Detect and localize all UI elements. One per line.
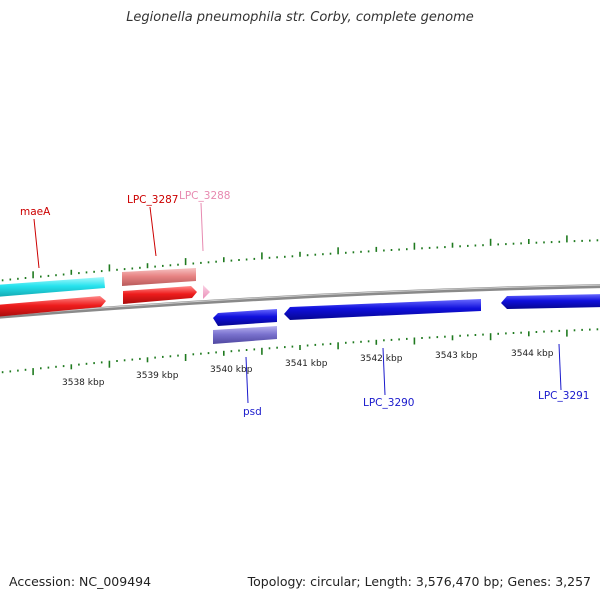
gene-LPC_3288-arrow[interactable]	[203, 285, 210, 299]
psd-callout-line	[245, 356, 249, 404]
LPC_3291-callout-line	[558, 343, 562, 391]
kbp-label-3544: 3544 kbp	[511, 349, 554, 359]
gene-label-LPC_3288[interactable]: LPC_3288	[179, 190, 231, 202]
inner-tick-row	[1, 328, 599, 376]
cyan-feature-track[interactable]	[0, 277, 105, 297]
gene-label-psd[interactable]: psd	[243, 406, 262, 418]
genome-summary: Topology: circular; Length: 3,576,470 bp…	[247, 574, 591, 589]
kbp-label-3543: 3543 kbp	[435, 351, 478, 361]
gene-label-LPC_3290[interactable]: LPC_3290	[363, 397, 415, 409]
LPC_3287-callout-line	[149, 206, 157, 257]
LPC_3290-callout-line	[382, 347, 386, 396]
gene-callouts	[33, 202, 562, 404]
gene-label-LPC_3291[interactable]: LPC_3291	[538, 390, 590, 402]
kbp-label-3540: 3540 kbp	[210, 365, 253, 375]
purple-feature-track[interactable]	[213, 326, 277, 344]
gene-label-LPC_3287[interactable]: LPC_3287	[127, 194, 179, 206]
gene-LPC_3287-arrow[interactable]	[123, 286, 197, 304]
gene-maeA-arrow[interactable]	[0, 296, 106, 317]
gene-psd-arrow[interactable]	[213, 309, 277, 326]
outer-tick-row	[1, 235, 599, 282]
kbp-scale: 3538 kbp 3539 kbp 3540 kbp 3541 kbp 3542…	[62, 349, 554, 388]
gene-labels: maeA LPC_3287 LPC_3288 psd LPC_3290 LPC_…	[20, 190, 590, 418]
maeA-callout-line	[33, 218, 40, 269]
map-title: Legionella pneumophila str. Corby, compl…	[126, 10, 474, 25]
gene-LPC_3291-arrow[interactable]	[501, 294, 600, 309]
LPC_3288-callout-line	[200, 202, 204, 252]
kbp-label-3541: 3541 kbp	[285, 359, 328, 369]
kbp-label-3538: 3538 kbp	[62, 378, 105, 388]
reverse-features	[213, 294, 600, 344]
gene-label-maeA[interactable]: maeA	[20, 206, 51, 218]
genome-backbone-highlight	[0, 284, 600, 317]
gene-LPC_3290-arrow[interactable]	[284, 299, 481, 320]
genome-backbone	[0, 284, 600, 319]
gene-LPC_3287-track[interactable]	[122, 268, 196, 286]
accession-label: Accession: NC_009494	[9, 574, 152, 589]
kbp-label-3539: 3539 kbp	[136, 371, 179, 381]
kbp-label-3542: 3542 kbp	[360, 354, 403, 364]
forward-features	[0, 268, 210, 317]
